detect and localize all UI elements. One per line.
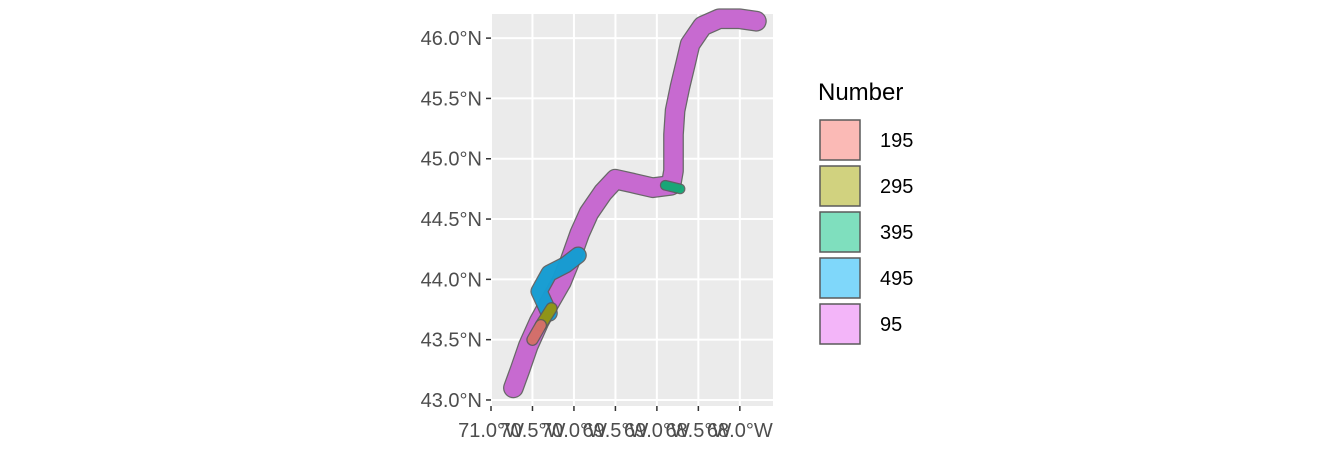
legend: Number 195 295 395 495 95	[818, 79, 913, 346]
y-tick-label: 44.0°N	[421, 269, 482, 291]
legend-label: 495	[880, 268, 913, 290]
y-tick-label: 44.5°N	[421, 209, 482, 231]
x-tick-label: 69.5°W	[583, 420, 649, 442]
legend-title: Number	[818, 79, 903, 106]
route-395	[659, 179, 686, 195]
legend-label: 395	[880, 222, 913, 244]
legend-swatch	[819, 303, 861, 345]
route-buffer	[531, 247, 586, 321]
route-495	[530, 246, 587, 322]
y-tick-label: 45.5°N	[421, 88, 482, 110]
x-axis: 71.0°W70.5°W70.0°W69.5°W69.0°W68.5°W68.0…	[458, 406, 773, 442]
x-tick-label: 69.0°W	[624, 420, 690, 442]
legend-swatch	[819, 211, 861, 253]
y-tick-label: 43.0°N	[421, 390, 482, 412]
legend-label: 95	[880, 314, 902, 336]
x-tick-label: 71.0°W	[458, 420, 524, 442]
legend-item-295: 295	[818, 164, 913, 208]
y-axis: 43.0°N 43.5°N 44.0°N 44.5°N 45.0°N 45.5°N 46.0…	[421, 28, 491, 412]
x-tick-label: 68.0°W	[707, 420, 773, 442]
y-tick-label: 43.5°N	[421, 330, 482, 352]
legend-item-95: 95	[818, 302, 902, 346]
legend-label: 195	[880, 130, 913, 152]
legend-swatch	[819, 165, 861, 207]
route-layer	[503, 8, 767, 399]
x-tick-label: 70.5°W	[500, 420, 566, 442]
legend-item-495: 495	[818, 256, 913, 300]
legend-item-395: 395	[818, 210, 913, 254]
y-tick-label: 45.0°N	[421, 149, 482, 171]
route-buffer	[661, 181, 685, 194]
x-tick-label: 70.0°W	[541, 420, 607, 442]
route-195	[526, 318, 548, 346]
route-buffer	[527, 320, 546, 345]
legend-swatch	[819, 257, 861, 299]
y-tick-label: 46.0°N	[421, 28, 482, 50]
legend-label: 295	[880, 176, 913, 198]
legend-swatch	[819, 119, 861, 161]
x-tick-label: 68.5°W	[665, 420, 731, 442]
legend-item-195: 195	[818, 118, 913, 162]
